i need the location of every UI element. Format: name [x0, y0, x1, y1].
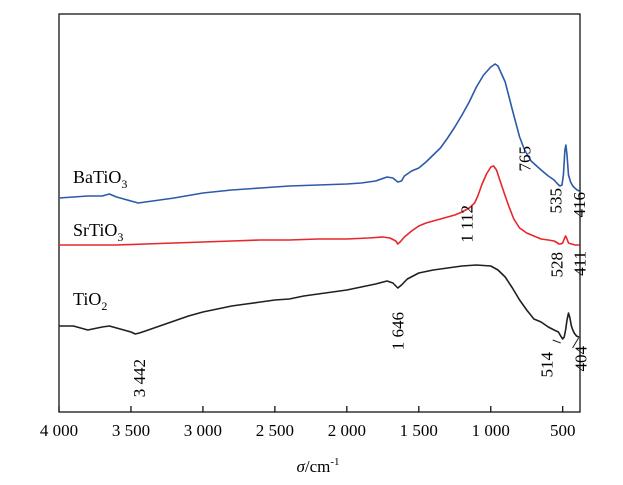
peak-label: 1 112: [458, 205, 477, 243]
x-axis-ticks: 4 000 3 500 3 000 2 500 2 000 1 500 1 000 500: [40, 406, 576, 440]
x-tick-label: 4 000: [40, 421, 78, 440]
x-tick-label: 2 500: [256, 421, 294, 440]
x-tick-label: 1 500: [400, 421, 438, 440]
x-tick-label: 3 500: [112, 421, 150, 440]
series-line-tio2: [59, 264, 580, 340]
x-axis-title: σ/cm-1: [296, 456, 339, 476]
peak-label: 528: [548, 252, 567, 278]
leader-line-514: [552, 339, 561, 344]
x-tick-label: 1 000: [472, 421, 510, 440]
x-tick-label: 500: [550, 421, 576, 440]
peak-label: 3 442: [130, 359, 149, 397]
peak-label: 404: [571, 346, 590, 372]
x-tick-label: 3 000: [184, 421, 222, 440]
plot-frame: [58, 13, 581, 413]
leader-line-404: [572, 337, 579, 349]
peak-annotations: 765 535 416 1 112 528 411 1 646 3 442 514 404: [130, 146, 590, 397]
series-label-tio2: TiO2: [73, 289, 107, 313]
peak-label: 1 646: [389, 312, 408, 350]
peak-label: 514: [538, 352, 557, 378]
x-tick-label: 2 000: [328, 421, 366, 440]
series-label-batio3: BaTiO3: [73, 167, 127, 191]
series-line-batio3: [58, 63, 580, 204]
peak-label: 416: [570, 192, 589, 218]
peak-label: 535: [547, 188, 566, 214]
series-labels: BaTiO3 SrTiO3 TiO2: [73, 167, 127, 313]
peak-label: 765: [516, 146, 535, 172]
series-line-srtio3: [59, 165, 580, 246]
peak-label: 411: [570, 251, 589, 276]
series-label-srtio3: SrTiO3: [73, 220, 123, 244]
series-lines: [58, 63, 580, 340]
